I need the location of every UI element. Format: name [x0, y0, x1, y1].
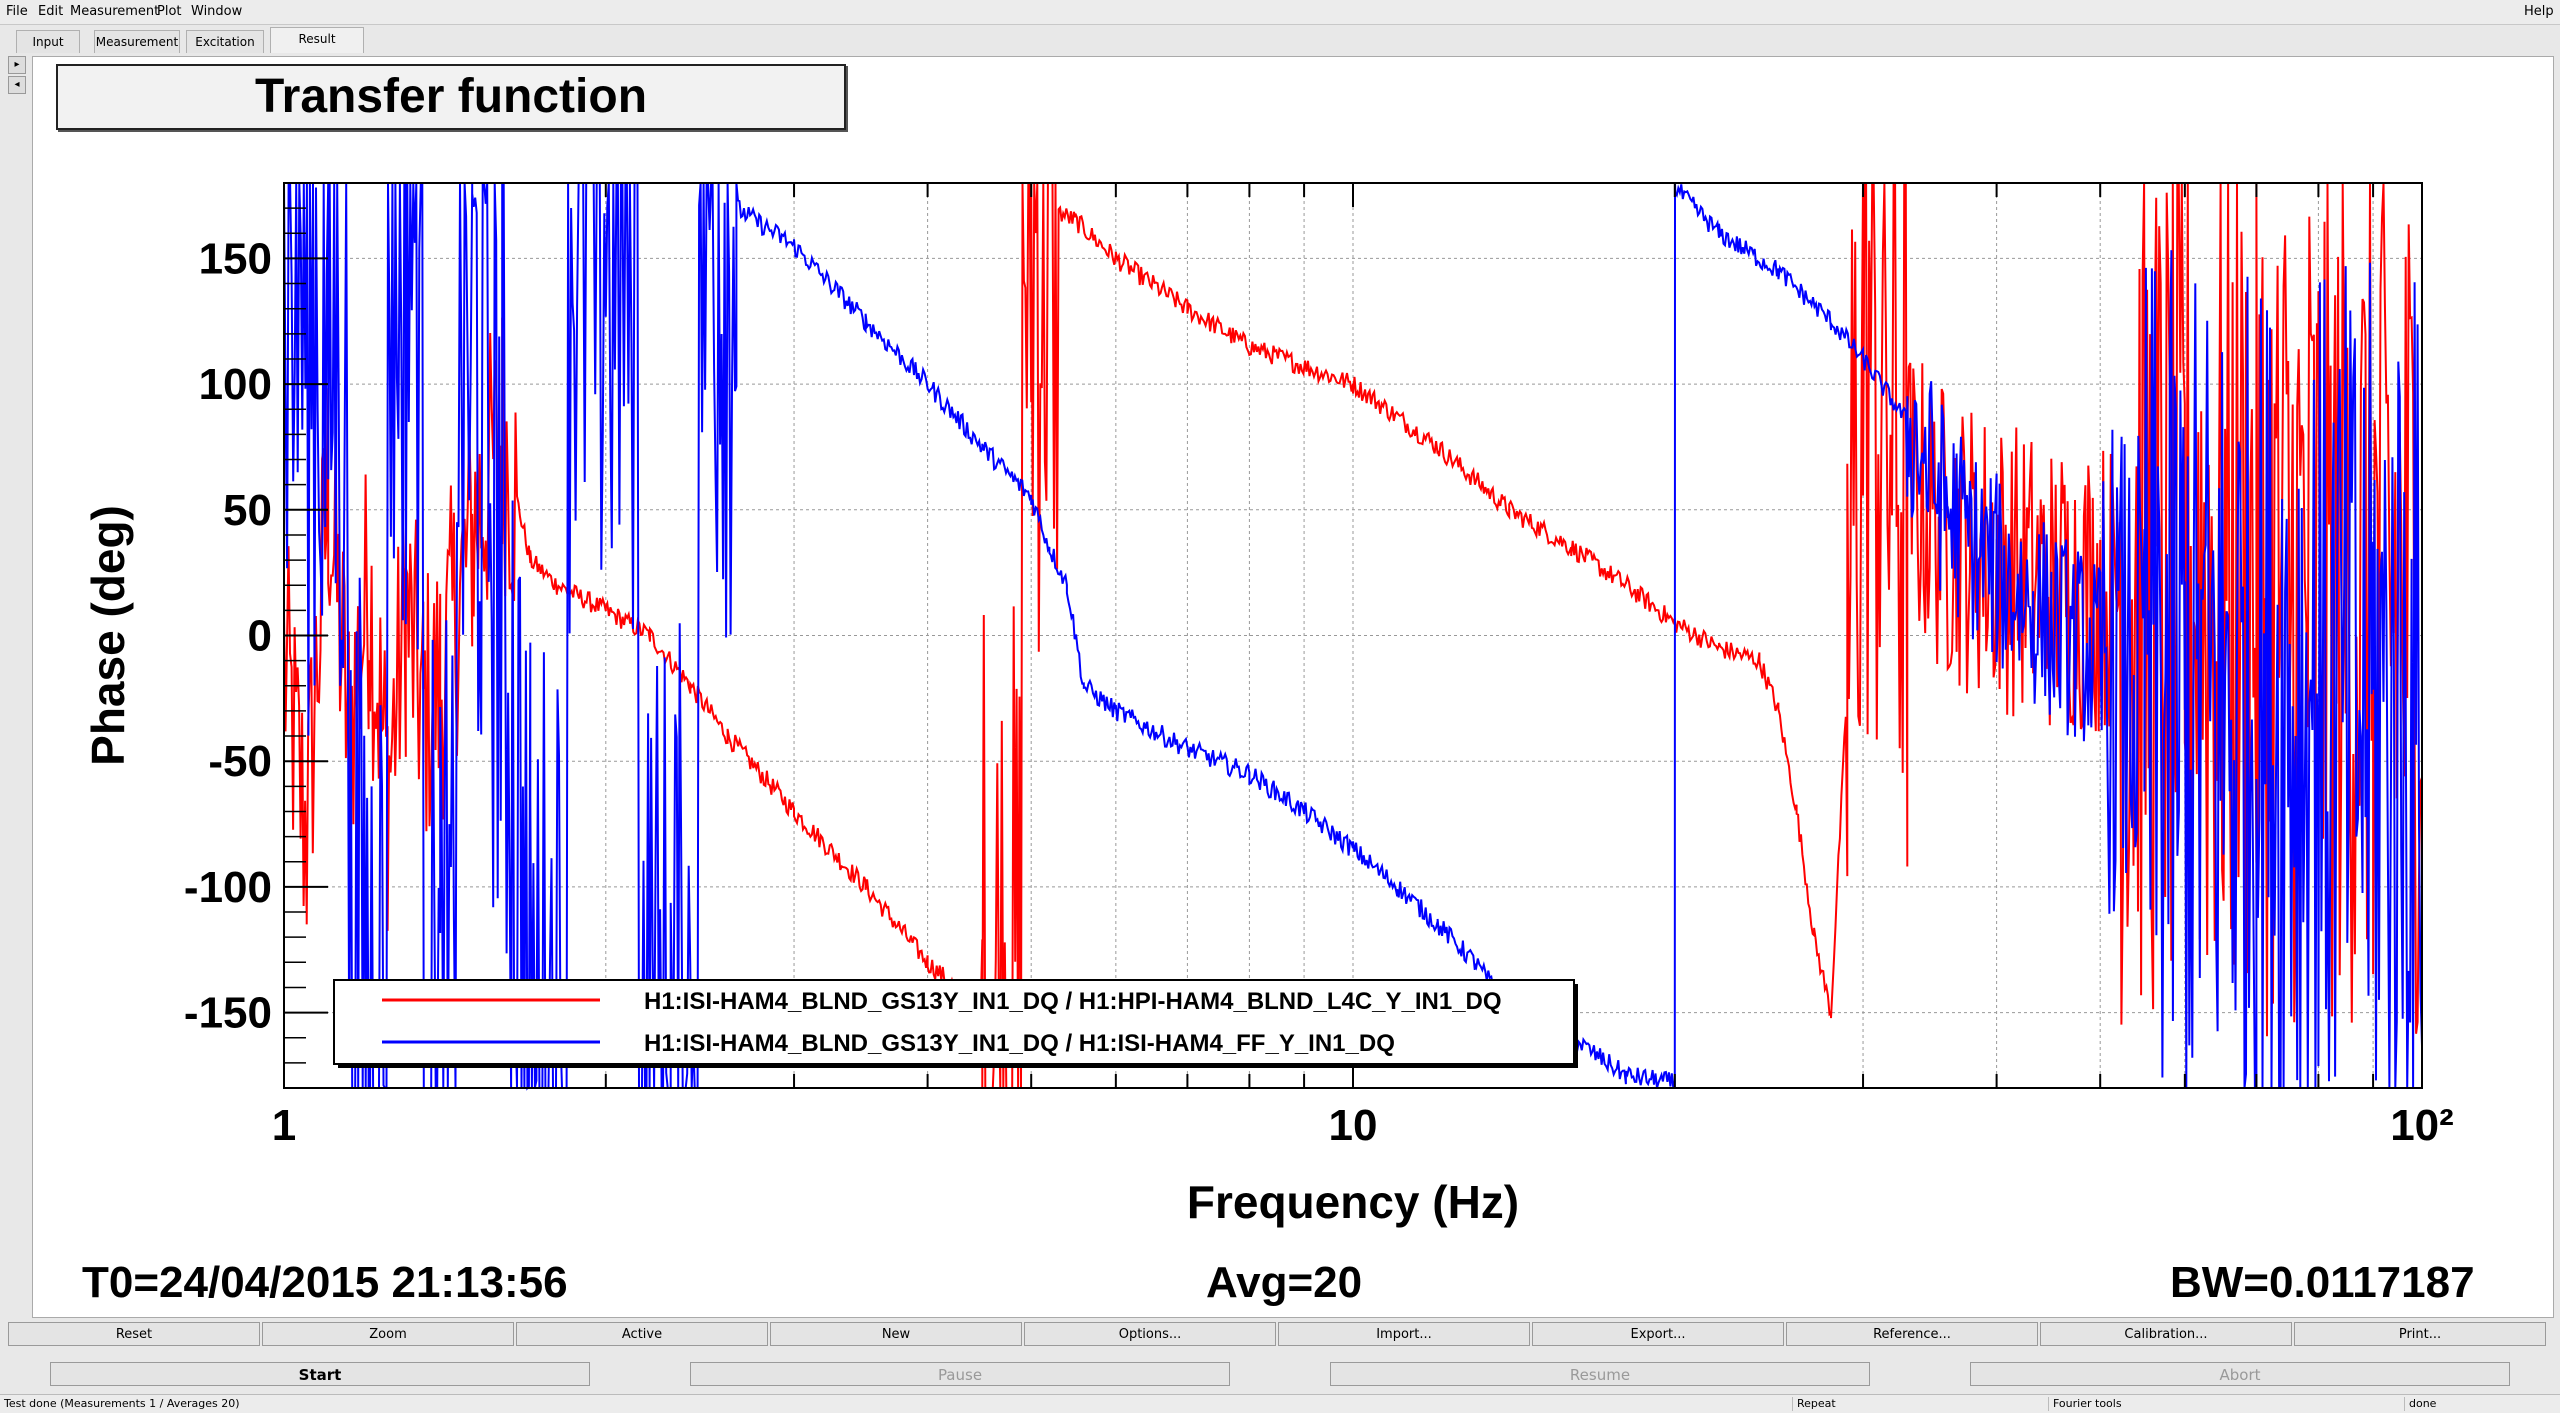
status-message: Test done (Measurements 1 / Averages 20)	[4, 1397, 240, 1410]
y-tick-label: -150	[184, 989, 272, 1038]
resume-button[interactable]: Resume	[1330, 1362, 1870, 1386]
t0-readout: T0=24/04/2015 21:13:56	[82, 1258, 568, 1307]
bw-readout: BW=0.0117187	[2170, 1258, 2475, 1307]
avg-readout: Avg=20	[1206, 1258, 1363, 1307]
run-controls: Start Pause Resume Abort	[0, 1362, 2560, 1388]
y-axis-label: Phase (deg)	[82, 505, 134, 766]
status-repeat: Repeat	[1792, 1397, 1836, 1411]
import-button[interactable]: Import...	[1278, 1322, 1530, 1346]
axis-ticks: 150 100 50 0 -50 -100 -150 1 10 10²	[184, 183, 2454, 1150]
status-state: done	[2404, 1397, 2436, 1411]
reset-button[interactable]: Reset	[8, 1322, 260, 1346]
menu-file[interactable]: File	[6, 4, 28, 19]
menu-edit[interactable]: Edit	[38, 4, 64, 19]
tab-result[interactable]: Result	[270, 27, 364, 53]
expand-arrow-icon[interactable]: ▸	[8, 56, 26, 74]
new-button[interactable]: New	[770, 1322, 1022, 1346]
calibration-button[interactable]: Calibration...	[2040, 1322, 2292, 1346]
tab-bar: Input Measurement Excitation Result	[0, 26, 2560, 54]
y-tick-label: 0	[248, 612, 272, 661]
export-button[interactable]: Export...	[1532, 1322, 1784, 1346]
y-tick-label: 100	[199, 360, 272, 409]
menu-measurement[interactable]: Measurement	[70, 4, 160, 19]
y-tick-label: -50	[208, 737, 272, 786]
abort-button[interactable]: Abort	[1970, 1362, 2510, 1386]
phase-chart[interactable]: 150 100 50 0 -50 -100 -150 1 10 10² Phase (deg) F…	[0, 0, 2560, 1260]
x-tick-label: 10	[1329, 1101, 1378, 1150]
x-tick-label: 1	[272, 1101, 296, 1150]
menu-bar: File Edit Measurement Plot Window Help	[0, 0, 2560, 25]
menu-help[interactable]: Help	[2524, 4, 2554, 19]
active-button[interactable]: Active	[516, 1322, 768, 1346]
status-tools: Fourier tools	[2048, 1397, 2122, 1411]
collapse-arrow-icon[interactable]: ◂	[8, 76, 26, 94]
pad-selector: ▸ ◂	[8, 56, 26, 96]
tab-excitation[interactable]: Excitation	[186, 30, 264, 53]
menu-window[interactable]: Window	[191, 4, 243, 19]
x-tick-label: 10²	[2390, 1101, 2454, 1150]
legend: H1:ISI-HAM4_BLND_GS13Y_IN1_DQ / H1:HPI-H…	[333, 979, 1578, 1068]
plot-toolbar: Reset Zoom Active New Options... Import.…	[0, 1322, 2560, 1348]
y-tick-label: -100	[184, 863, 272, 912]
y-tick-label: 50	[223, 486, 272, 535]
print-button[interactable]: Print...	[2294, 1322, 2546, 1346]
legend-label-2: H1:ISI-HAM4_BLND_GS13Y_IN1_DQ / H1:ISI-H…	[644, 1030, 1395, 1057]
tab-measurement[interactable]: Measurement	[94, 30, 180, 53]
menu-plot[interactable]: Plot	[157, 4, 182, 19]
plot-title: Transfer function	[254, 70, 648, 123]
tab-input[interactable]: Input	[16, 30, 80, 53]
y-tick-label: 150	[199, 234, 272, 283]
status-bar: Test done (Measurements 1 / Averages 20)…	[0, 1394, 2560, 1413]
options-button[interactable]: Options...	[1024, 1322, 1276, 1346]
x-axis-label: Frequency (Hz)	[1187, 1176, 1519, 1228]
start-button[interactable]: Start	[50, 1362, 590, 1386]
legend-box	[333, 979, 1575, 1065]
reference-button[interactable]: Reference...	[1786, 1322, 2038, 1346]
pause-button[interactable]: Pause	[690, 1362, 1230, 1386]
legend-label-1: H1:ISI-HAM4_BLND_GS13Y_IN1_DQ / H1:HPI-H…	[644, 988, 1502, 1015]
plot-title-box: Transfer function	[56, 64, 846, 130]
zoom-button[interactable]: Zoom	[262, 1322, 514, 1346]
